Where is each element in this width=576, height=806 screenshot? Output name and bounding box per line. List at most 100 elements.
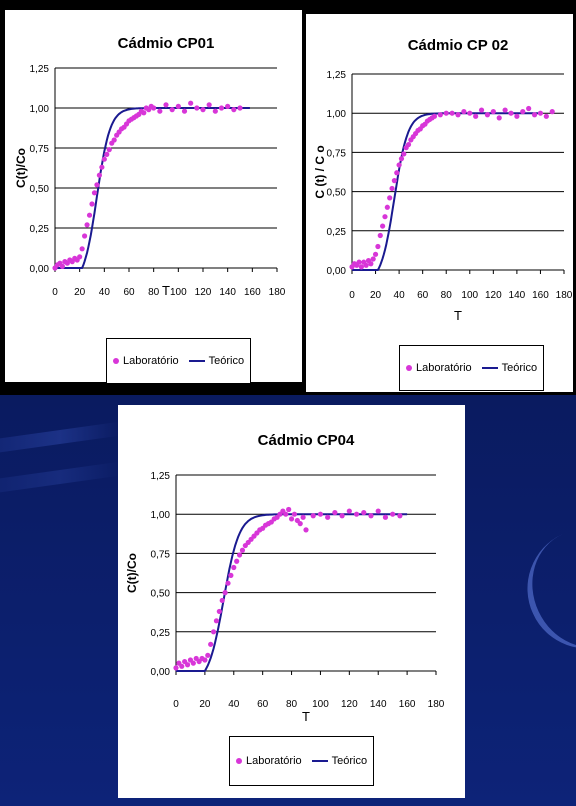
lab-data-point [375,508,381,514]
lab-data-point [141,110,147,116]
lab-data-point [157,108,163,114]
chart-panel-cp04: Cádmio CP04 0,00 0,25 0,50 0,75 1,00 1,25 0 20 40… [118,405,465,798]
legend: Laboratório Teórico [106,338,252,384]
lab-data-point [79,246,85,252]
lab-data-point [398,156,405,162]
lab-data-point [353,511,360,517]
lab-data-point [216,608,222,615]
lab-data-point [391,178,397,184]
lab-data-point [213,618,220,624]
lab-data-point [387,195,393,201]
lab-data-point [455,112,461,118]
lab-data-point [484,112,491,118]
lab-data-point [225,103,231,109]
x-tick-label: 160 [532,290,549,301]
x-tick-label: 100 [312,699,329,710]
lab-data-point [219,597,225,604]
legend-item-theory: Teórico [311,755,367,767]
x-tick-label: 80 [441,290,453,301]
x-tick-label: 160 [244,287,261,298]
x-tick-label: 160 [399,699,416,710]
lab-data-point [94,182,100,188]
lab-data-point [496,115,502,121]
x-tick-label: 180 [269,287,286,298]
x-tick-label: 120 [485,290,502,301]
lab-data-point [443,110,449,116]
lab-data-point [377,232,383,239]
lab-data-point [437,112,443,118]
chart-title: Cádmio CP04 [258,432,355,449]
lab-data-point [317,511,324,517]
lab-data-point [59,263,65,269]
y-axis-label: C(t)/Co [14,148,28,188]
x-tick-label: 180 [556,290,573,301]
lab-data-point [234,558,240,564]
x-tick-label: 80 [148,287,160,298]
lab-data-point [325,514,331,520]
lab-data-point [208,641,214,647]
lab-data-point [549,109,555,115]
lab-data-point [478,107,485,113]
legend-item-lab: Laboratório [236,755,302,767]
lab-data-point [339,513,345,519]
chart-cp01: Cádmio CP01 0,00 0,25 0,50 0,75 1,00 1,25 0 20 40… [14,35,286,298]
lab-data-point [389,185,395,192]
lab-data-point [368,261,374,267]
lab-data-point [490,109,496,115]
lab-data-point [236,552,243,558]
legend-label-theory: Teórico [501,362,538,374]
lab-data-point [461,109,467,115]
y-tick-label: 1,00 [30,104,50,115]
lab-data-point [218,105,225,111]
lab-data-point [508,110,514,116]
x-tick-label: 80 [286,699,298,710]
lab-data-point [531,112,538,118]
lab-data-point [401,151,407,157]
background-streak [0,421,120,453]
lab-data-point [363,262,369,268]
lab-data-point [375,243,381,250]
lab-data-point [175,103,181,109]
lab-data-point [173,665,179,671]
lab-data-point [346,508,352,514]
chart-panel-cp02: Cádmio CP 02 0,00 0,25 0,50 0,75 1,00 1,25 0 20 4… [306,14,573,392]
lab-data-point [390,511,396,517]
lab-data-point [283,511,289,517]
x-tick-label: 60 [417,290,429,301]
y-tick-label: 0,50 [327,188,347,199]
x-tick-label: 180 [428,699,445,710]
y-tick-label: 1,00 [151,510,171,521]
lab-marker-icon [406,365,412,371]
lab-data-point [520,109,526,115]
background-streak [0,461,120,493]
lab-data-point [169,107,175,113]
legend-item-theory: Teórico [188,355,244,367]
lab-data-point [231,107,237,113]
legend-item-theory: Teórico [481,362,538,374]
lab-data-point [99,164,105,170]
lab-data-point [431,113,438,119]
x-axis-label: T [454,308,462,323]
y-tick-label: 0,75 [151,549,171,560]
lab-data-point [502,107,508,113]
lab-data-point [291,511,298,517]
y-tick-label: 0,75 [30,144,50,155]
legend-item-lab: Laboratório [406,362,472,374]
lab-data-point [526,105,532,112]
y-tick-label: 1,25 [151,471,171,482]
lab-data-point [537,110,544,116]
theory-line-icon [481,367,498,369]
theory-line-icon [311,760,328,762]
lab-data-point [286,506,292,513]
legend: Laboratório Teórico [399,345,545,391]
x-tick-label: 0 [349,290,355,301]
lab-data-point [194,105,200,111]
lab-data-point [237,105,243,111]
lab-data-point [188,100,194,106]
lab-data-point [514,113,520,119]
x-axis-label: T [162,283,170,298]
chart-title: Cádmio CP01 [118,35,215,52]
x-tick-label: 20 [199,699,211,710]
x-tick-label: 40 [394,290,406,301]
legend-label-lab: Laboratório [416,362,472,374]
